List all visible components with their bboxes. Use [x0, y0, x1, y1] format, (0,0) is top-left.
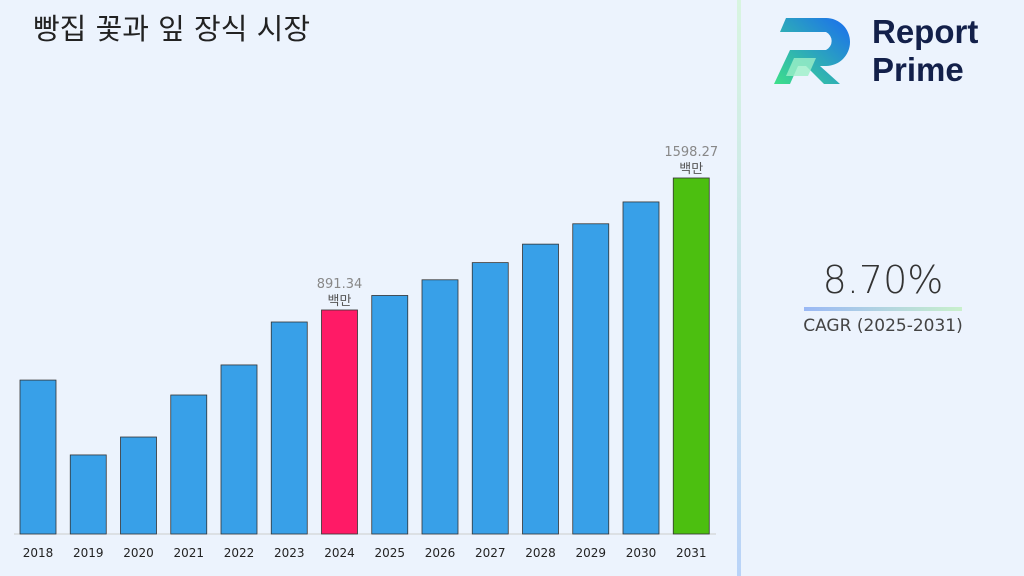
x-tick-label: 2028	[525, 546, 556, 560]
x-tick-label: 2026	[425, 546, 456, 560]
cagr-underline	[804, 307, 962, 311]
bar-2021	[170, 394, 208, 535]
x-tick-label: 2022	[224, 546, 255, 560]
bar-2025	[371, 295, 409, 535]
logo-text-prime: Prime	[872, 51, 964, 88]
x-tick-label: 2018	[23, 546, 54, 560]
bar-2031	[672, 177, 710, 535]
x-tick-label: 2021	[173, 546, 204, 560]
report-prime-logo: Report Prime	[768, 14, 1008, 90]
data-label-value: 1598.27	[664, 145, 718, 160]
bar-2028	[522, 243, 559, 535]
bar-chart: 2018 2019 2020 2021 2022 2023 2024 891.34 백만 2025…	[14, 145, 718, 560]
x-tick-label: 2019	[73, 546, 104, 560]
data-label-unit: 백만	[328, 294, 352, 309]
bar-2019	[69, 454, 107, 535]
x-tick-label: 2030	[626, 546, 657, 560]
bar-2020	[120, 436, 157, 535]
cagr-label: CAGR (2025-2031)	[803, 316, 963, 336]
bar-2027	[471, 262, 509, 535]
logo-icon	[774, 18, 850, 84]
x-tick-label: 2029	[575, 546, 606, 560]
bar-2030	[622, 201, 660, 535]
x-tick-label: 2025	[374, 546, 405, 560]
bar-2022	[220, 364, 258, 535]
data-label-unit: 백만	[679, 162, 703, 177]
x-tick-label: 2020	[123, 546, 154, 560]
bar-2018	[19, 379, 57, 535]
cagr-value: 8.70%	[822, 258, 944, 302]
x-tick-label: 2023	[274, 546, 305, 560]
divider	[737, 0, 741, 576]
x-tick-label: 2027	[475, 546, 506, 560]
bar-2024	[321, 309, 358, 535]
x-tick-label: 2031	[676, 546, 707, 560]
x-tick-label: 2024	[324, 546, 355, 560]
chart-title: 빵집 꽃과 잎 장식 시장	[33, 12, 310, 46]
logo-text-report: Report	[872, 13, 979, 50]
data-label-value: 891.34	[317, 277, 363, 292]
bar-2023	[270, 321, 308, 535]
bar-2026	[421, 279, 459, 535]
bar-2029	[572, 223, 610, 535]
